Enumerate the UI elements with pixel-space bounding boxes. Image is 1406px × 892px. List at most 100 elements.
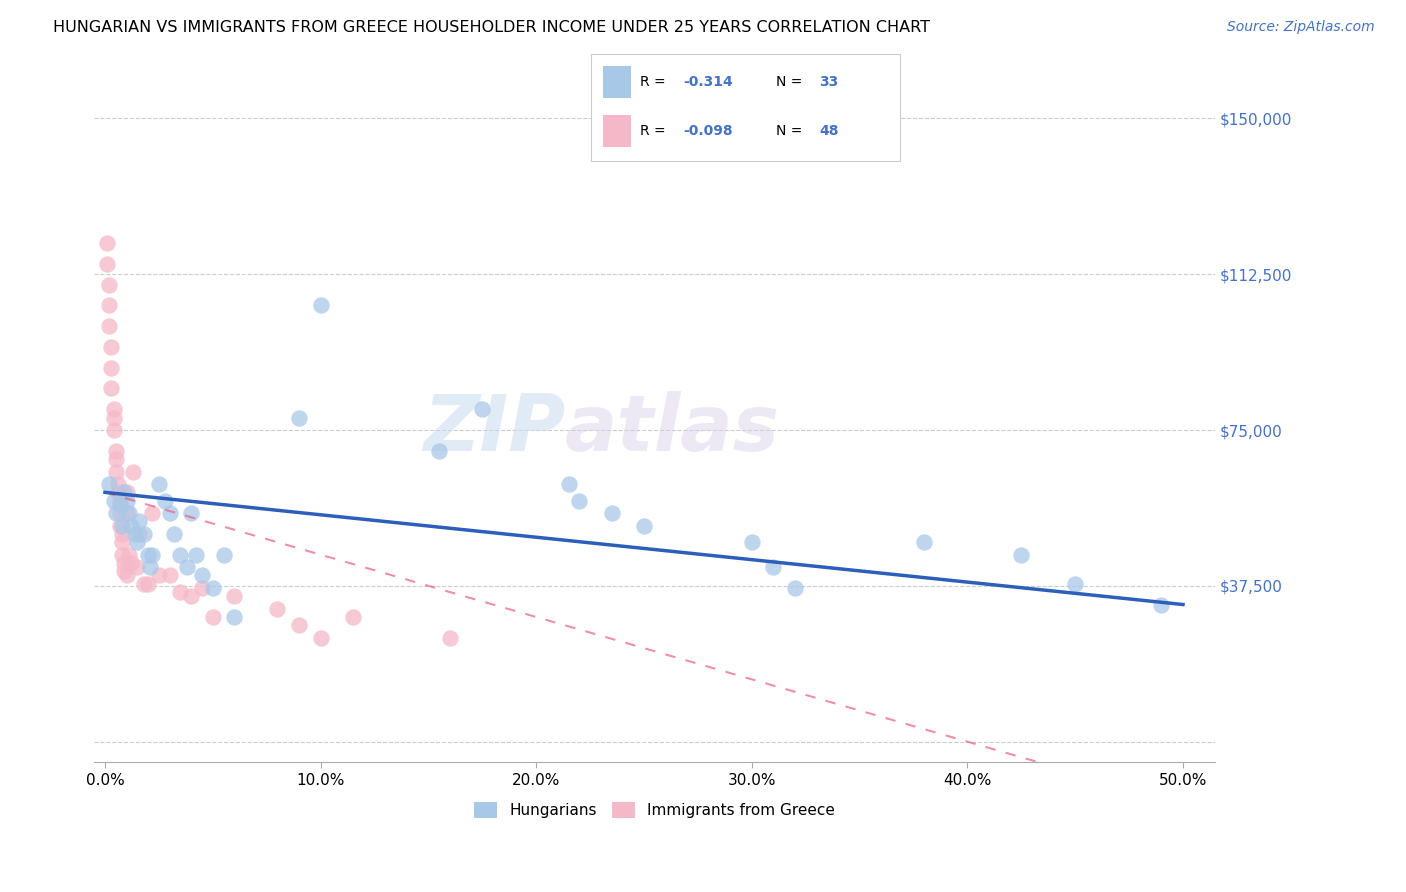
Point — [120, 518, 142, 533]
Point — [1064, 576, 1087, 591]
Point — [309, 298, 332, 312]
Point — [139, 560, 162, 574]
Point — [184, 548, 207, 562]
Point — [159, 506, 181, 520]
Point — [176, 560, 198, 574]
Point — [98, 319, 121, 334]
Point — [141, 506, 163, 520]
Point — [112, 556, 135, 570]
Point — [104, 443, 127, 458]
Point — [108, 518, 131, 533]
Point — [115, 485, 138, 500]
Point — [124, 527, 146, 541]
Point — [568, 493, 591, 508]
Point — [104, 506, 127, 520]
Point — [122, 465, 145, 479]
Point — [783, 581, 806, 595]
Text: 48: 48 — [820, 124, 839, 137]
Point — [180, 589, 202, 603]
Point — [633, 518, 655, 533]
Text: N =: N = — [776, 124, 807, 137]
Point — [169, 548, 191, 562]
Point — [111, 548, 134, 562]
Point — [103, 493, 125, 508]
Point — [762, 560, 785, 574]
Point — [191, 581, 214, 595]
Point — [115, 568, 138, 582]
Point — [118, 506, 141, 520]
Text: 33: 33 — [820, 76, 838, 89]
Point — [201, 610, 224, 624]
Point — [127, 535, 149, 549]
FancyBboxPatch shape — [603, 66, 631, 98]
Point — [155, 493, 177, 508]
Point — [1010, 548, 1032, 562]
Point — [115, 506, 138, 520]
Point — [132, 527, 155, 541]
Point — [100, 382, 122, 396]
Point — [111, 527, 134, 541]
Point — [112, 485, 135, 500]
Point — [111, 535, 134, 549]
Point — [309, 631, 332, 645]
Point — [212, 548, 235, 562]
Point — [120, 556, 142, 570]
Text: -0.098: -0.098 — [683, 124, 733, 137]
Point — [112, 564, 135, 578]
Point — [169, 585, 191, 599]
Text: -0.314: -0.314 — [683, 76, 733, 89]
Point — [108, 493, 131, 508]
Point — [100, 360, 122, 375]
Point — [98, 277, 121, 292]
Point — [132, 576, 155, 591]
FancyBboxPatch shape — [603, 114, 631, 146]
Point — [107, 485, 129, 500]
Point — [103, 402, 125, 417]
Text: R =: R = — [640, 124, 671, 137]
Point — [98, 477, 121, 491]
Point — [108, 498, 131, 512]
Text: N =: N = — [776, 76, 807, 89]
Point — [103, 423, 125, 437]
Point — [342, 610, 364, 624]
Point — [136, 548, 159, 562]
Point — [141, 548, 163, 562]
Point — [136, 576, 159, 591]
Point — [191, 568, 214, 582]
Point — [148, 568, 170, 582]
Point — [224, 610, 246, 624]
Point — [127, 560, 149, 574]
Point — [118, 548, 141, 562]
Point — [98, 298, 121, 312]
Point — [288, 410, 311, 425]
Point — [128, 527, 150, 541]
Point — [104, 465, 127, 479]
Point — [600, 506, 623, 520]
Text: R =: R = — [640, 76, 671, 89]
Text: Source: ZipAtlas.com: Source: ZipAtlas.com — [1227, 20, 1375, 34]
Point — [96, 235, 118, 250]
Point — [100, 340, 122, 354]
Text: HUNGARIAN VS IMMIGRANTS FROM GREECE HOUSEHOLDER INCOME UNDER 25 YEARS CORRELATIO: HUNGARIAN VS IMMIGRANTS FROM GREECE HOUS… — [53, 20, 931, 35]
Point — [163, 527, 186, 541]
Point — [104, 452, 127, 467]
Point — [148, 477, 170, 491]
Point — [128, 515, 150, 529]
Point — [180, 506, 202, 520]
Point — [557, 477, 579, 491]
Point — [741, 535, 763, 549]
Point — [107, 477, 129, 491]
Point — [427, 443, 450, 458]
Point — [1150, 598, 1173, 612]
Legend: Hungarians, Immigrants from Greece: Hungarians, Immigrants from Greece — [468, 796, 841, 824]
Point — [201, 581, 224, 595]
Point — [288, 618, 311, 632]
Text: ZIP: ZIP — [423, 392, 565, 467]
Point — [912, 535, 935, 549]
Point — [108, 506, 131, 520]
Point — [159, 568, 181, 582]
Point — [224, 589, 246, 603]
Point — [115, 493, 138, 508]
Point — [266, 601, 288, 615]
Point — [471, 402, 494, 417]
